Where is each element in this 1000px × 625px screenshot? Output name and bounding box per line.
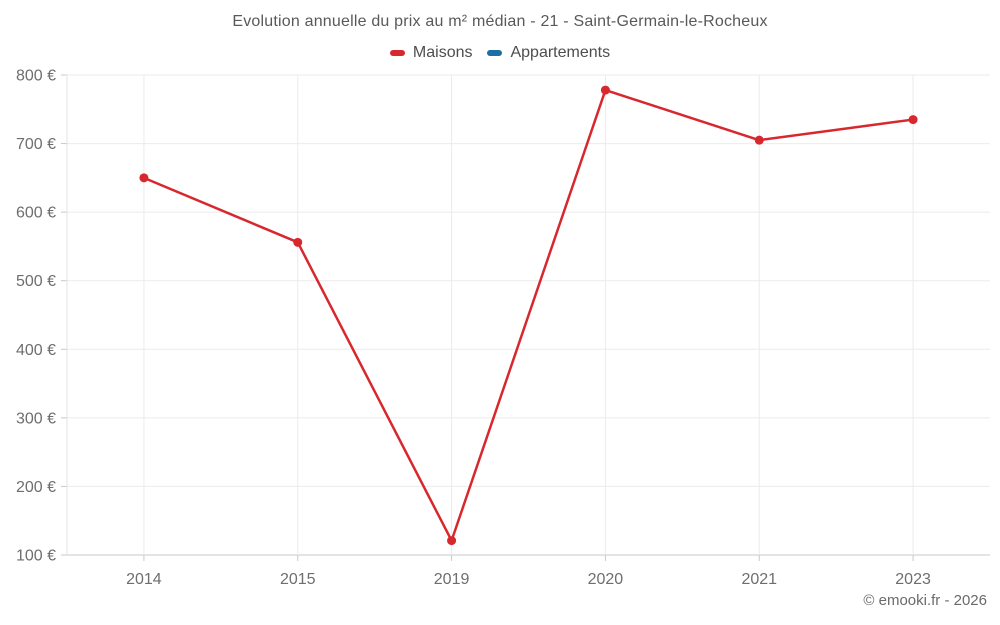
- x-axis-label: 2015: [280, 571, 316, 588]
- y-axis-label: 400 €: [16, 342, 56, 359]
- legend-label: Maisons: [412, 44, 473, 61]
- x-axis-label: 2021: [741, 571, 777, 588]
- x-axis-label: 2020: [588, 571, 624, 588]
- y-axis-label: 800 €: [16, 68, 56, 85]
- y-axis-label: 300 €: [16, 410, 56, 427]
- data-point-maisons[interactable]: [754, 135, 764, 145]
- legend-item-appartements[interactable]: Appartements: [487, 44, 610, 62]
- data-point-maisons[interactable]: [600, 85, 610, 95]
- x-axis-label: 2023: [895, 571, 931, 588]
- x-axis-label: 2019: [434, 571, 470, 588]
- x-axis-label: 2014: [126, 571, 162, 588]
- legend-label: Appartements: [510, 44, 611, 61]
- chart-title: Evolution annuelle du prix au m² médian …: [232, 13, 768, 30]
- legend-swatch-icon: [487, 50, 503, 56]
- series-line-maisons: [142, 88, 915, 542]
- legend-item-maisons[interactable]: Maisons: [389, 44, 473, 62]
- y-axis-label: 700 €: [16, 136, 56, 153]
- data-point-maisons[interactable]: [139, 173, 149, 183]
- y-axis-label: 600 €: [16, 205, 56, 222]
- legend: Maisons Appartements: [0, 44, 1000, 62]
- y-axis-label: 200 €: [16, 479, 56, 496]
- data-point-maisons[interactable]: [447, 536, 457, 546]
- footer-credit: © emooki.fr - 2026: [863, 592, 987, 609]
- data-point-maisons[interactable]: [293, 237, 303, 247]
- data-point-maisons[interactable]: [908, 115, 918, 125]
- y-axis-label: 100 €: [16, 548, 56, 565]
- legend-swatch-icon: [389, 50, 405, 56]
- y-axis-label: 500 €: [16, 273, 56, 290]
